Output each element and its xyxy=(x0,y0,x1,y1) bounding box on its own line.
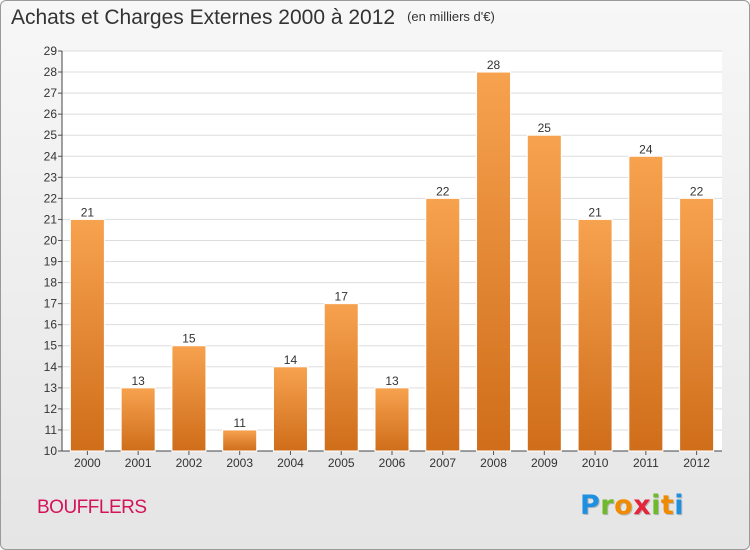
bar xyxy=(69,218,105,452)
y-tick-label: 17 xyxy=(44,297,58,311)
y-tick-label: 19 xyxy=(44,255,58,269)
y-tick-label: 29 xyxy=(44,44,58,58)
bar xyxy=(171,345,207,452)
y-tick-label: 25 xyxy=(44,128,58,142)
x-tick-label: 2002 xyxy=(176,456,203,470)
logo-letter: i xyxy=(651,490,661,521)
y-tick-label: 11 xyxy=(45,423,58,437)
x-tick-label: 2010 xyxy=(582,456,609,470)
data-label: 13 xyxy=(131,374,145,388)
data-label: 25 xyxy=(538,121,552,135)
bar xyxy=(374,387,410,452)
chart-title: Achats et Charges Externes 2000 à 2012 (e… xyxy=(11,6,495,30)
logo-letter: r xyxy=(600,490,615,521)
x-tick-label: 2011 xyxy=(633,456,659,470)
x-tick-label: 2008 xyxy=(480,456,507,470)
bar xyxy=(323,303,359,452)
chart-subtitle: (en milliers d'€) xyxy=(407,9,495,24)
y-tick-label: 13 xyxy=(44,381,58,395)
y-tick-label: 22 xyxy=(44,191,58,205)
y-tick-label: 28 xyxy=(44,65,58,79)
bar xyxy=(476,71,512,452)
x-tick-label: 2007 xyxy=(429,456,456,470)
y-tick-label: 16 xyxy=(44,318,58,332)
x-tick-label: 2009 xyxy=(531,456,558,470)
y-tick-label: 27 xyxy=(44,86,58,100)
proxiti-logo: Proxiti xyxy=(580,490,684,521)
y-tick-label: 15 xyxy=(44,339,58,353)
bar xyxy=(526,134,562,452)
bar xyxy=(120,387,156,452)
x-tick-label: 2005 xyxy=(328,456,355,470)
y-tick-label: 24 xyxy=(44,149,58,163)
y-tick-label: 14 xyxy=(44,360,58,374)
x-tick-label: 2003 xyxy=(226,456,253,470)
y-tick-label: 26 xyxy=(44,107,58,121)
y-tick-label: 18 xyxy=(44,276,58,290)
y-tick-label: 21 xyxy=(44,212,58,226)
data-label: 22 xyxy=(436,184,450,198)
x-tick-label: 2012 xyxy=(683,456,710,470)
data-label: 15 xyxy=(182,332,196,346)
logo-letter: i xyxy=(674,490,685,521)
y-tick-label: 23 xyxy=(44,170,58,184)
data-label: 17 xyxy=(335,290,349,304)
bar xyxy=(577,218,613,452)
bar xyxy=(679,197,715,452)
title-text: Achats et Charges Externes 2000 à 2012 xyxy=(11,6,396,29)
y-tick-label: 12 xyxy=(44,402,58,416)
data-label: 11 xyxy=(233,416,246,430)
data-label: 14 xyxy=(284,353,298,367)
y-tick-label: 10 xyxy=(44,444,58,458)
bar xyxy=(628,155,664,452)
x-tick-label: 2006 xyxy=(379,456,406,470)
bar xyxy=(222,429,258,452)
commune-name: BOUFFLERS xyxy=(37,497,147,518)
data-label: 21 xyxy=(81,205,95,219)
bar xyxy=(425,197,461,452)
x-tick-label: 2000 xyxy=(74,456,101,470)
logo-letter: x xyxy=(633,490,652,521)
data-label: 21 xyxy=(588,205,602,219)
bar xyxy=(272,366,308,452)
data-label: 13 xyxy=(385,374,399,388)
data-label: 24 xyxy=(639,142,653,156)
logo-letter: P xyxy=(580,490,601,521)
x-tick-label: 2001 xyxy=(125,456,152,470)
data-label: 22 xyxy=(690,184,704,198)
logo-letter: t xyxy=(660,490,675,521)
y-tick-label: 20 xyxy=(44,233,58,247)
logo-letter: o xyxy=(614,490,634,521)
data-label: 28 xyxy=(487,58,501,72)
x-tick-label: 2004 xyxy=(277,456,304,470)
